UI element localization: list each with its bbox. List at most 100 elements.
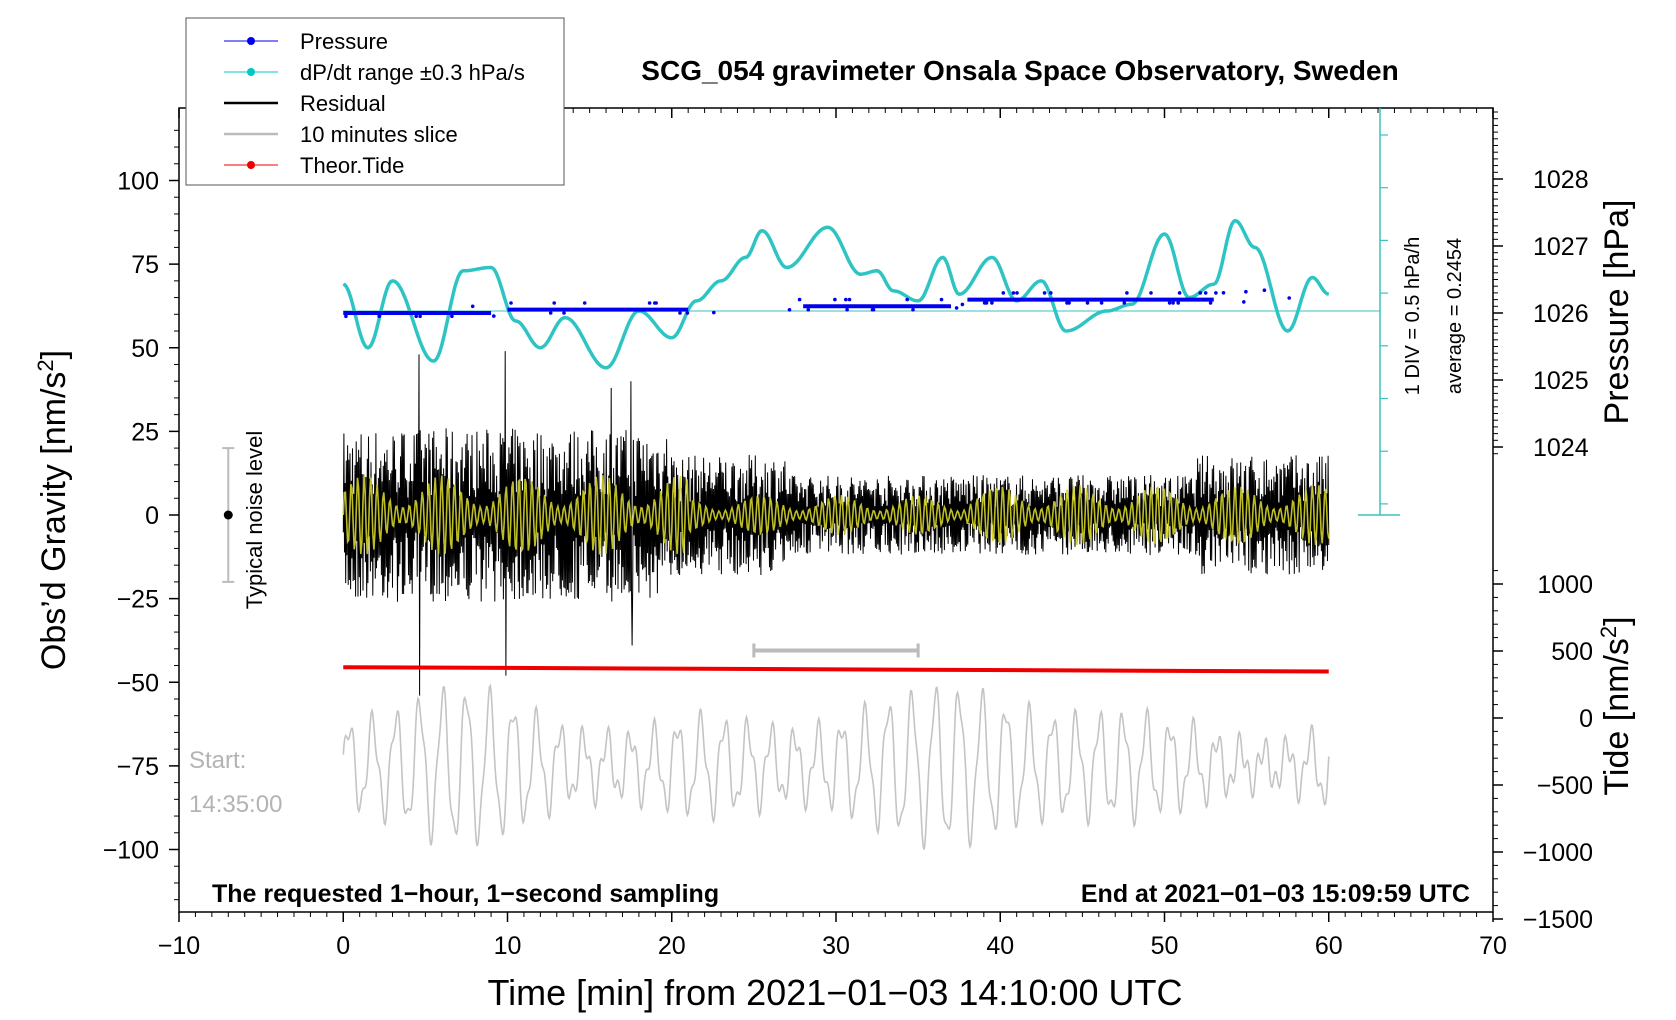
series-pressure-point (1208, 301, 1213, 305)
series-pressure-point (647, 301, 652, 305)
y-pressure-tick-label: 1027 (1533, 233, 1589, 261)
legend-label: Residual (300, 91, 386, 116)
noise-level-point (223, 510, 233, 520)
series-pressure-point (685, 311, 690, 315)
series-pressure-point (1122, 301, 1127, 305)
y-left-tick-label: −100 (103, 837, 159, 865)
y-left-tick-label: 50 (131, 335, 159, 363)
legend-label: Theor.Tide (300, 153, 404, 178)
y-left-tick-label: −50 (117, 669, 159, 697)
series-dpdt-line (342, 218, 1330, 370)
series-pressure-point (806, 307, 811, 312)
series-pressure-point (1203, 291, 1208, 295)
series-pressure-point (1176, 301, 1180, 305)
series-pressure-point (954, 306, 959, 310)
y-axis-left-label: Obs’d Gravity [nm/s2] (33, 350, 73, 670)
series-pressure-point (787, 308, 792, 312)
series-pressure-point (911, 307, 915, 312)
y-tide-tick-label: 500 (1551, 638, 1593, 666)
x-tick-label: 70 (1479, 932, 1507, 960)
x-tick-label: 0 (336, 932, 350, 960)
x-tick-label: −10 (158, 932, 200, 960)
series-pressure-point (833, 297, 837, 302)
series-pressure-point (1214, 291, 1218, 295)
y-left-tick-label: 25 (131, 418, 159, 446)
y-axis-tide-label: Tide [nm/s2] (1596, 616, 1636, 795)
series-pressure-point (1177, 291, 1182, 295)
series-pressure-point (1221, 291, 1226, 295)
x-tick-label: 50 (1151, 932, 1179, 960)
chart-title: SCG_054 gravimeter Onsala Space Observat… (641, 55, 1398, 86)
x-tick-label: 60 (1315, 932, 1343, 960)
series-pressure-point (1171, 301, 1175, 305)
x-tick-label: 20 (658, 932, 686, 960)
series-tide-line (343, 665, 1329, 674)
data-layer (222, 218, 1380, 850)
y-left-tick-label: 100 (117, 168, 159, 196)
legend-items: Pressure dP/dt range ±0.3 hPa/s Residual 10… (224, 29, 525, 178)
series-pressure-point (1125, 291, 1129, 295)
y-pressure-tick-label: 1028 (1533, 166, 1589, 194)
series-pressure-point (1067, 301, 1071, 305)
series-pressure-point (470, 304, 475, 309)
series-pressure-point (509, 301, 513, 305)
series-pressure-point (905, 297, 909, 302)
series-filtered-line (342, 475, 1330, 555)
x-tick-label: 30 (822, 932, 850, 960)
series-pressure-point (1262, 288, 1267, 293)
series-pressure-point (1242, 300, 1246, 304)
series-pressure-point (1015, 291, 1019, 295)
series-pressure-point (1244, 289, 1248, 294)
annotation-average: average = 0.2454 (1444, 238, 1466, 394)
legend-marker (247, 161, 255, 169)
legend-label: Pressure (300, 29, 388, 54)
series-pressure-point (1099, 301, 1104, 305)
y-pressure-tick-label: 1025 (1533, 367, 1589, 395)
start-time: 14:35:00 (189, 791, 282, 818)
series-slice-line (342, 683, 1330, 850)
y-tide-tick-label: 0 (1579, 705, 1593, 733)
legend-box (185, 17, 565, 186)
series-pressure-point (1085, 301, 1090, 305)
y-left-tick-label: 0 (145, 502, 159, 530)
legend-marker (247, 37, 255, 45)
x-tick-label: 40 (986, 932, 1014, 960)
series-pressure-point (990, 301, 994, 305)
series-pressure-point (548, 311, 553, 315)
noise-level-label: Typical noise level (242, 431, 267, 610)
series-pressure-point (1049, 291, 1053, 295)
y-tide-tick-label: 1000 (1537, 571, 1593, 599)
start-label: Start: (189, 747, 246, 774)
series-pressure-point (960, 302, 965, 307)
legend-marker (247, 68, 255, 76)
y-left-tick-label: 75 (131, 251, 159, 279)
legend-label: dP/dt range ±0.3 hPa/s (300, 60, 525, 85)
series-pressure-point (844, 297, 848, 302)
y-left-tick-label: −25 (117, 586, 159, 614)
series-pressure-point (845, 307, 849, 312)
series-pressure-point (1287, 296, 1291, 300)
series-pressure-point (1042, 291, 1047, 295)
series-pressure-point (414, 314, 419, 319)
series-pressure-point (712, 310, 716, 315)
series-pressure-point (582, 301, 587, 305)
series-pressure-point (678, 311, 682, 315)
footer-left: The requested 1−hour, 1−second sampling (212, 880, 719, 908)
series-pressure-point (344, 314, 348, 319)
series-pressure-point (797, 297, 802, 302)
y-left-tick-label: −75 (117, 753, 159, 781)
legend: Pressure dP/dt range ±0.3 hPa/s Residual 10… (185, 17, 565, 186)
series-pressure-point (562, 311, 566, 315)
legend-label: 10 minutes slice (300, 122, 458, 147)
series-pressure-point (1198, 291, 1203, 295)
series-pressure-point (492, 314, 496, 318)
series-pressure-point (1149, 291, 1153, 295)
series-pressure-point (552, 301, 556, 305)
series-pressure-point (984, 301, 989, 305)
series-pressure-point (1167, 301, 1172, 305)
series-pressure-point (450, 314, 454, 319)
series-pressure-point (653, 301, 657, 305)
footer-right: End at 2021−01−03 15:09:59 UTC (1081, 880, 1470, 908)
x-tick-label: 10 (494, 932, 522, 960)
